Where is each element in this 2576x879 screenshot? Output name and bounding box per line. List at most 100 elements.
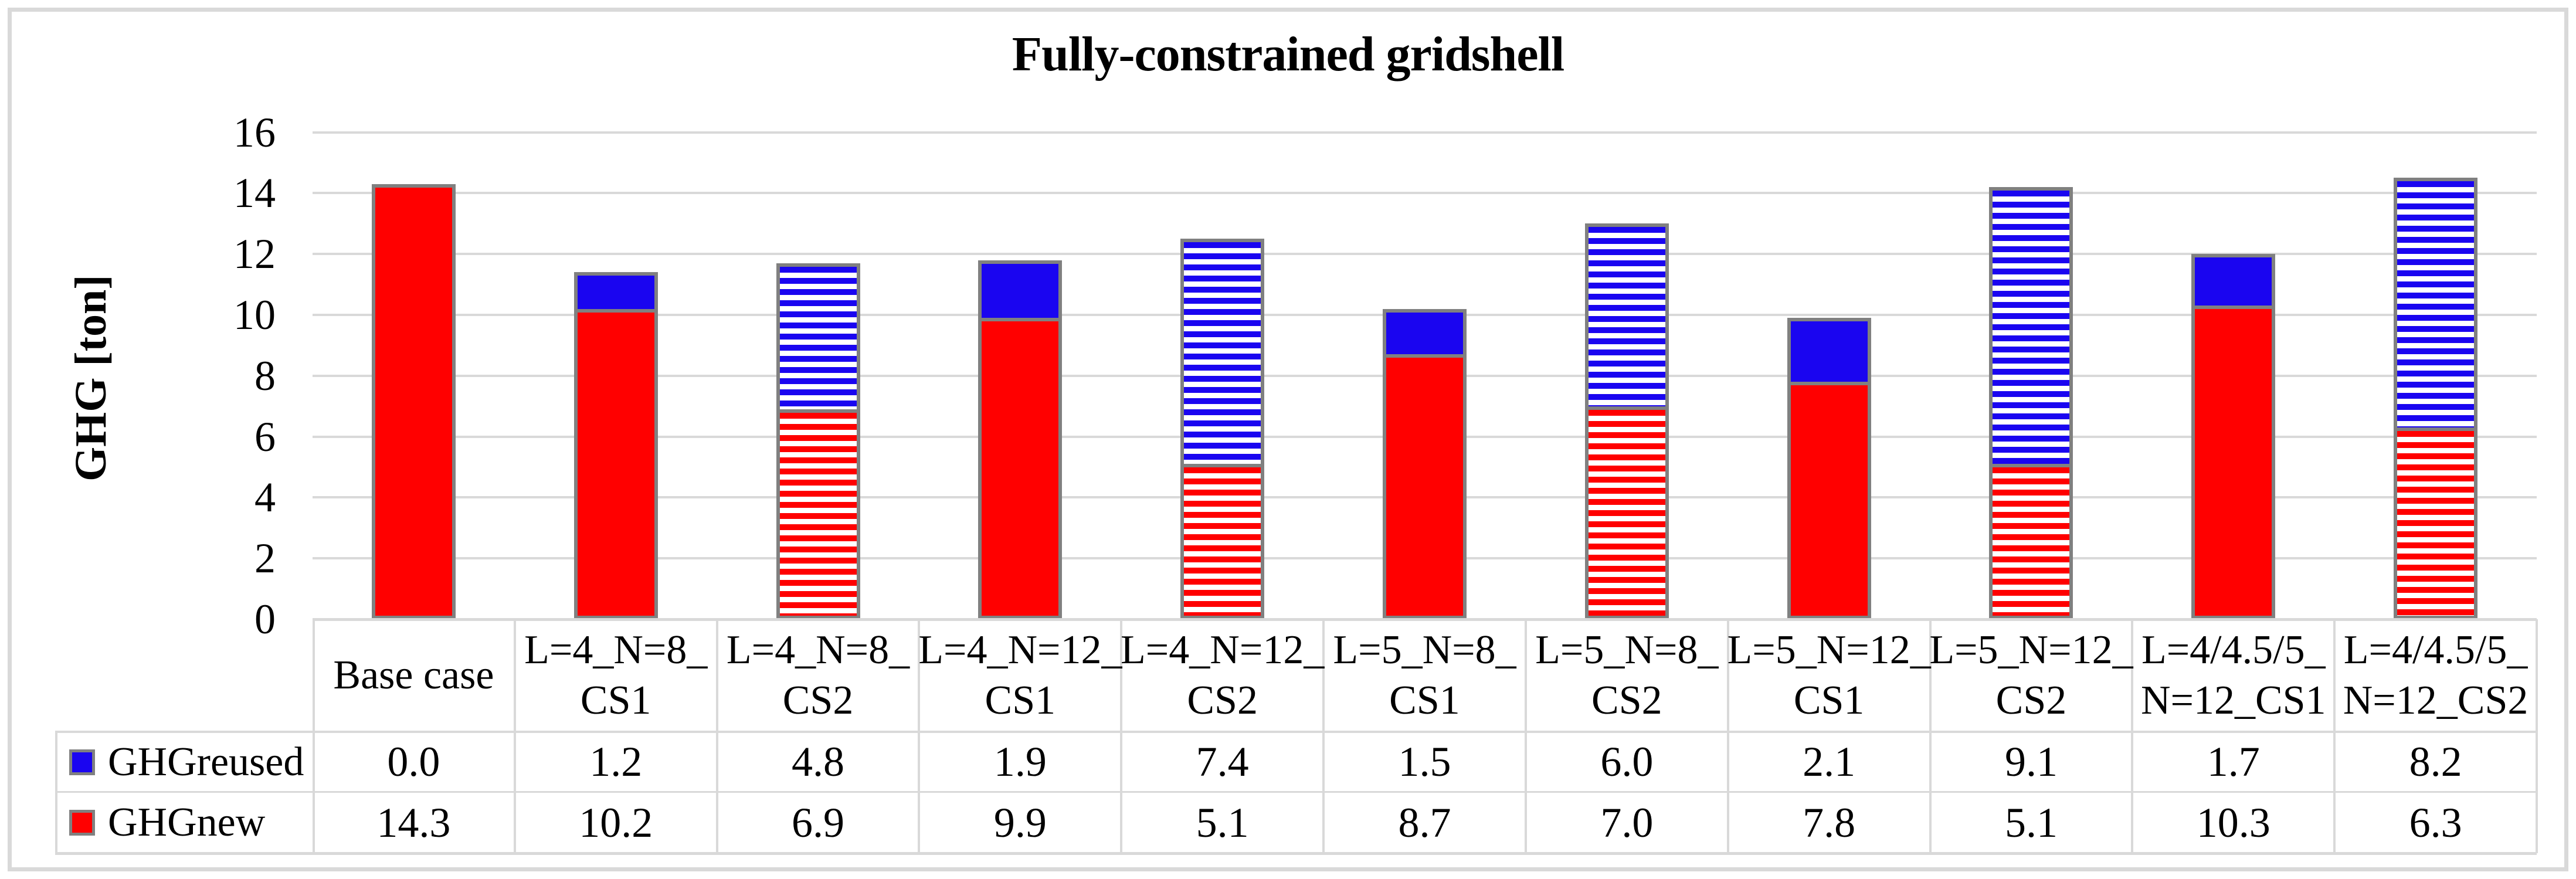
value-ghgreused-L=4_N=8_CS2: 4.8: [792, 738, 845, 785]
category-label-line: N=12_CS2: [2343, 678, 2529, 723]
category-label-line: L=4_N=12_: [1121, 627, 1325, 673]
value-ghgreused-Base case: 0.0: [387, 738, 440, 785]
value-ghgreused-L=4_N=12_CS2: 7.4: [1196, 738, 1249, 785]
value-ghgnew-L=4_N=8_CS2: 6.9: [792, 799, 845, 846]
bar-L=4_N=12_CS2-ghgnew: [1180, 464, 1265, 619]
category-label-line: CS1: [580, 678, 651, 723]
table-vline-10: [2333, 619, 2336, 853]
category-label-L=4_N=8_CS1: L=4_N=8_ CS1: [515, 619, 717, 732]
y-tick-label-2: 2: [254, 535, 276, 582]
category-label-line: CS2: [1187, 678, 1258, 723]
value-ghgnew-L=5_N=8_CS2: 7.0: [1600, 799, 1654, 846]
category-label-line: L=5_N=12_: [1929, 627, 2133, 673]
table-vline-7: [1726, 619, 1729, 853]
value-ghgreused-L=5_N=12_CS1: 2.1: [1803, 738, 1856, 785]
category-label-line: L=5_N=8_: [1333, 627, 1516, 673]
bar-L=5_N=8_CS2-ghgnew: [1584, 406, 1669, 619]
table-vline-9: [2131, 619, 2134, 853]
category-label-line: CS1: [985, 678, 1056, 723]
table-vline-1: [513, 619, 516, 853]
category-label-L=4/4.5/5_N=12_CS1: L=4/4.5/5_ N=12_CS1: [2132, 619, 2334, 732]
y-tick-label-8: 8: [254, 352, 276, 399]
table-vline-5: [1322, 619, 1325, 853]
y-tick-label-10: 10: [233, 291, 276, 338]
table-line-bottom: [55, 852, 2537, 855]
value-ghgnew-L=4_N=12_CS2: 5.1: [1196, 799, 1249, 846]
x-axis-line: [313, 618, 2537, 621]
category-label-line: CS2: [1995, 678, 2067, 723]
category-label-line: CS2: [1591, 678, 1662, 723]
category-label-L=4_N=12_CS2: L=4_N=12_ CS2: [1121, 619, 1325, 732]
ghgreused-swatch-icon: [69, 749, 95, 775]
category-label-line: L=4/4.5/5_: [2343, 627, 2528, 673]
gridline-y14: [313, 192, 2537, 195]
gridline-y16: [313, 131, 2537, 134]
category-label-line: L=4_N=8_: [524, 627, 708, 673]
value-ghgnew-L=4/4.5/5_N=12_CS2: 6.3: [2409, 799, 2462, 846]
category-label-line: Base case: [333, 653, 494, 698]
category-label-Base case: Base case: [313, 619, 515, 732]
y-tick-label-16: 16: [233, 108, 276, 156]
y-tick-label-12: 12: [233, 230, 276, 278]
value-ghgnew-L=5_N=8_CS1: 8.7: [1398, 799, 1451, 846]
bar-L=5_N=12_CS2-ghgreused: [1989, 187, 2073, 464]
chart-title: Fully-constrained gridshell: [1012, 27, 1564, 82]
value-ghgnew-L=4/4.5/5_N=12_CS1: 10.3: [2196, 799, 2270, 846]
value-ghgnew-L=4_N=8_CS1: 10.2: [579, 799, 653, 846]
category-label-L=4_N=8_CS2: L=4_N=8_ CS2: [717, 619, 919, 732]
bar-L=5_N=8_CS2-ghgreused: [1584, 223, 1669, 406]
category-label-L=5_N=12_CS2: L=5_N=12_ CS2: [1929, 619, 2133, 732]
bar-L=5_N=12_CS1-ghgreused: [1787, 318, 1871, 382]
table-vline-6: [1524, 619, 1527, 853]
table-vline-8: [1929, 619, 1932, 853]
y-tick-label-14: 14: [233, 169, 276, 217]
y-tick-label-0: 0: [254, 596, 276, 643]
category-label-line: L=5_N=8_: [1535, 627, 1719, 673]
category-label-line: CS1: [1793, 678, 1865, 723]
legend-label-ghgnew: GHGnew: [108, 800, 266, 845]
value-ghgreused-L=4_N=8_CS1: 1.2: [589, 738, 643, 785]
value-ghgreused-L=5_N=12_CS2: 9.1: [2004, 738, 2058, 785]
gridline-y12: [313, 253, 2537, 256]
value-ghgreused-L=5_N=8_CS2: 6.0: [1600, 738, 1654, 785]
category-label-L=5_N=8_CS2: L=5_N=8_ CS2: [1526, 619, 1728, 732]
legend-label-ghgreused: GHGreused: [108, 739, 304, 785]
table-vline-4: [1120, 619, 1123, 853]
category-label-line: N=12_CS1: [2140, 678, 2326, 723]
value-ghgnew-L=4_N=12_CS1: 9.9: [993, 799, 1047, 846]
category-label-L=5_N=12_CS1: L=5_N=12_ CS1: [1727, 619, 1931, 732]
table-vline-right: [2536, 619, 2538, 853]
bar-L=4/4.5/5_N=12_CS2-ghgreused: [2394, 178, 2478, 428]
category-label-line: CS2: [782, 678, 854, 723]
bar-L=4_N=8_CS2-ghgreused: [776, 263, 860, 409]
table-vline-legend-left: [55, 732, 57, 853]
y-tick-label-4: 4: [254, 474, 276, 521]
table-vline-0: [313, 619, 315, 853]
bar-Base case-ghgnew: [371, 184, 456, 619]
bar-L=4_N=8_CS1-ghgnew: [573, 308, 658, 619]
table-vline-2: [715, 619, 718, 853]
bar-L=4_N=12_CS1-ghgreused: [978, 260, 1063, 318]
value-ghgreused-L=4/4.5/5_N=12_CS1: 1.7: [2207, 738, 2260, 785]
bar-L=4_N=12_CS2-ghgreused: [1180, 239, 1265, 464]
category-label-line: L=4_N=12_: [918, 627, 1122, 673]
value-ghgnew-Base case: 14.3: [376, 799, 451, 846]
bar-L=5_N=8_CS1-ghgreused: [1383, 308, 1467, 355]
category-label-L=4_N=12_CS1: L=4_N=12_ CS1: [918, 619, 1122, 732]
category-label-L=5_N=8_CS1: L=5_N=8_ CS1: [1323, 619, 1526, 732]
value-ghgnew-L=5_N=12_CS1: 7.8: [1803, 799, 1856, 846]
legend-row-ghgnew: GHGnew: [57, 793, 313, 852]
figure-border: [8, 8, 2568, 871]
bar-L=4/4.5/5_N=12_CS1-ghgnew: [2191, 306, 2276, 619]
table-line-between-rows: [55, 791, 2537, 793]
legend-row-ghgreused: GHGreused: [57, 733, 313, 791]
bar-L=4/4.5/5_N=12_CS2-ghgnew: [2394, 427, 2478, 619]
category-label-L=4/4.5/5_N=12_CS2: L=4/4.5/5_ N=12_CS2: [2334, 619, 2537, 732]
bar-L=5_N=12_CS2-ghgnew: [1989, 464, 2073, 619]
category-label-line: L=4/4.5/5_: [2141, 627, 2326, 673]
value-ghgnew-L=5_N=12_CS2: 5.1: [2004, 799, 2058, 846]
ghgnew-swatch-icon: [69, 810, 95, 836]
bar-L=4_N=12_CS1-ghgnew: [978, 318, 1063, 619]
